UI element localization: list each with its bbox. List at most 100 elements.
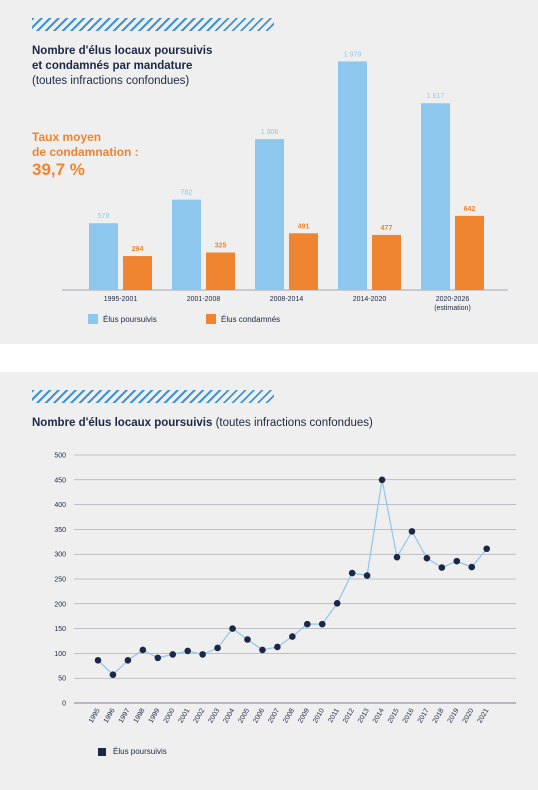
- bar-poursuivis-4: [421, 103, 450, 290]
- data-point-2019: [453, 557, 461, 565]
- conviction-rate-value: 39,7 %: [32, 160, 85, 179]
- data-point-1996: [109, 671, 117, 679]
- x-tick-label: 2010: [312, 707, 326, 724]
- data-point-2001: [184, 647, 191, 655]
- bar-label-poursuivis-0: 578: [98, 213, 110, 220]
- data-point-2011: [333, 600, 341, 607]
- legend-item-condamnes: Élus condamnés: [206, 314, 280, 324]
- x-tick-label: 2007: [267, 707, 281, 724]
- data-point-2008: [289, 633, 296, 640]
- bar-label-condamnes-4: 642: [464, 206, 476, 213]
- bar-label-poursuivis-4: 1 617: [427, 93, 445, 100]
- x-tick-label: 2005: [237, 707, 251, 724]
- bar-label-poursuivis-3: 1 979: [344, 51, 362, 58]
- data-point-1999: [154, 654, 162, 662]
- legend-swatch-poursuivis: [88, 314, 98, 324]
- bar-chart-panel: Nombre d'élus locaux poursuivis et conda…: [0, 0, 538, 344]
- conviction-rate-label: Taux moyen de condamnation :: [32, 130, 139, 159]
- x-tick-label: 2000: [163, 707, 177, 724]
- y-tick-label: 100: [54, 651, 66, 658]
- data-point-2007: [274, 643, 281, 651]
- x-tick-label: 2012: [342, 707, 356, 724]
- legend-swatch-condamnes: [206, 314, 216, 324]
- bar-condamnes-4: [455, 215, 484, 290]
- bar-poursuivis-0: [89, 223, 118, 290]
- hatch-decoration: [32, 18, 274, 31]
- x-tick-label: 2006: [252, 707, 266, 724]
- bar-condamnes-0: [123, 256, 152, 290]
- line-chart-panel: Nombre d'élus locaux poursuivis (toutes …: [0, 372, 538, 790]
- line-chart-title: Nombre d'élus locaux poursuivis (toutes …: [32, 417, 373, 429]
- data-point-1998: [139, 646, 147, 654]
- data-point-2004: [229, 625, 236, 632]
- bar-label-poursuivis-2: 1 306: [261, 129, 279, 136]
- x-tick-label: 2017: [417, 707, 431, 724]
- x-tick-label: 1996: [103, 707, 117, 724]
- bar-poursuivis-1: [172, 199, 201, 290]
- y-tick-label: 400: [54, 502, 66, 509]
- y-tick-label: 150: [54, 626, 66, 633]
- x-tick-label: 2008: [282, 707, 296, 724]
- bar-chart: 578 294 1995-2001 782 325 2001-2008 1 306 491 20…: [62, 51, 508, 312]
- data-point-2017: [423, 554, 431, 562]
- y-tick-label: 250: [54, 577, 66, 584]
- data-point-2002: [199, 651, 206, 658]
- legend-label-line: Élus poursuivis: [113, 747, 167, 756]
- data-point-2016: [408, 528, 416, 535]
- data-point-2005: [244, 636, 251, 643]
- bar-category-label-1: 2001-2008: [187, 296, 221, 303]
- x-tick-label: 2009: [297, 707, 311, 724]
- y-tick-label: 50: [58, 676, 66, 683]
- data-point-2013: [363, 572, 371, 579]
- x-tick-label: 1995: [88, 707, 102, 724]
- data-point-2000: [169, 651, 177, 658]
- x-tick-label: 1998: [133, 707, 147, 724]
- legend-label-poursuivis: Élus poursuivis: [103, 314, 157, 324]
- data-point-2018: [438, 564, 446, 571]
- bar-poursuivis-3: [338, 61, 367, 290]
- x-tick-label: 2003: [207, 707, 221, 724]
- bar-condamnes-2: [289, 233, 318, 290]
- bar-label-condamnes-0: 294: [132, 246, 144, 253]
- data-point-2003: [214, 644, 221, 652]
- x-tick-label: 2004: [222, 707, 236, 724]
- bar-label-condamnes-3: 477: [381, 225, 393, 232]
- legend-label-condamnes: Élus condamnés: [221, 314, 281, 324]
- hatch-decoration: [32, 390, 274, 403]
- legend-item-poursuivis: Élus poursuivis: [88, 314, 157, 324]
- y-tick-label: 200: [54, 601, 66, 608]
- data-point-2015: [393, 553, 401, 561]
- data-point-1997: [124, 657, 132, 664]
- bar-category-label-0: 1995-2001: [104, 296, 138, 303]
- data-point-2010: [318, 620, 326, 628]
- data-point-1995: [94, 657, 102, 664]
- legend-item-line: Élus poursuivis: [98, 747, 167, 756]
- x-tick-label: 2002: [193, 707, 207, 724]
- bar-label-condamnes-2: 491: [298, 223, 310, 230]
- y-tick-label: 350: [54, 527, 66, 534]
- bar-poursuivis-2: [255, 139, 284, 290]
- x-tick-label: 2014: [372, 707, 386, 724]
- data-point-2009: [304, 620, 311, 628]
- bar-condamnes-1: [206, 252, 235, 290]
- data-point-2020: [468, 563, 476, 571]
- y-tick-label: 300: [54, 552, 66, 559]
- x-tick-label: 2001: [178, 707, 192, 724]
- bar-chart-title: Nombre d'élus locaux poursuivis et conda…: [32, 45, 213, 87]
- x-tick-label: 2011: [327, 707, 341, 724]
- y-tick-label: 500: [54, 453, 66, 460]
- legend-marker-line: [98, 747, 106, 756]
- bar-category-note-4: (estimation): [434, 305, 471, 312]
- y-tick-label: 0: [62, 701, 66, 708]
- x-tick-label: 2020: [462, 707, 476, 724]
- bar-label-condamnes-1: 325: [215, 242, 227, 249]
- bar-category-label-3: 2014-2020: [353, 296, 387, 303]
- x-tick-label: 2018: [432, 707, 446, 724]
- series-line: [97, 479, 488, 676]
- x-tick-label: 1999: [148, 707, 162, 724]
- bar-category-label-4: 2020-2026: [436, 296, 470, 303]
- x-tick-label: 2021: [477, 707, 491, 724]
- data-point-2021: [483, 545, 491, 553]
